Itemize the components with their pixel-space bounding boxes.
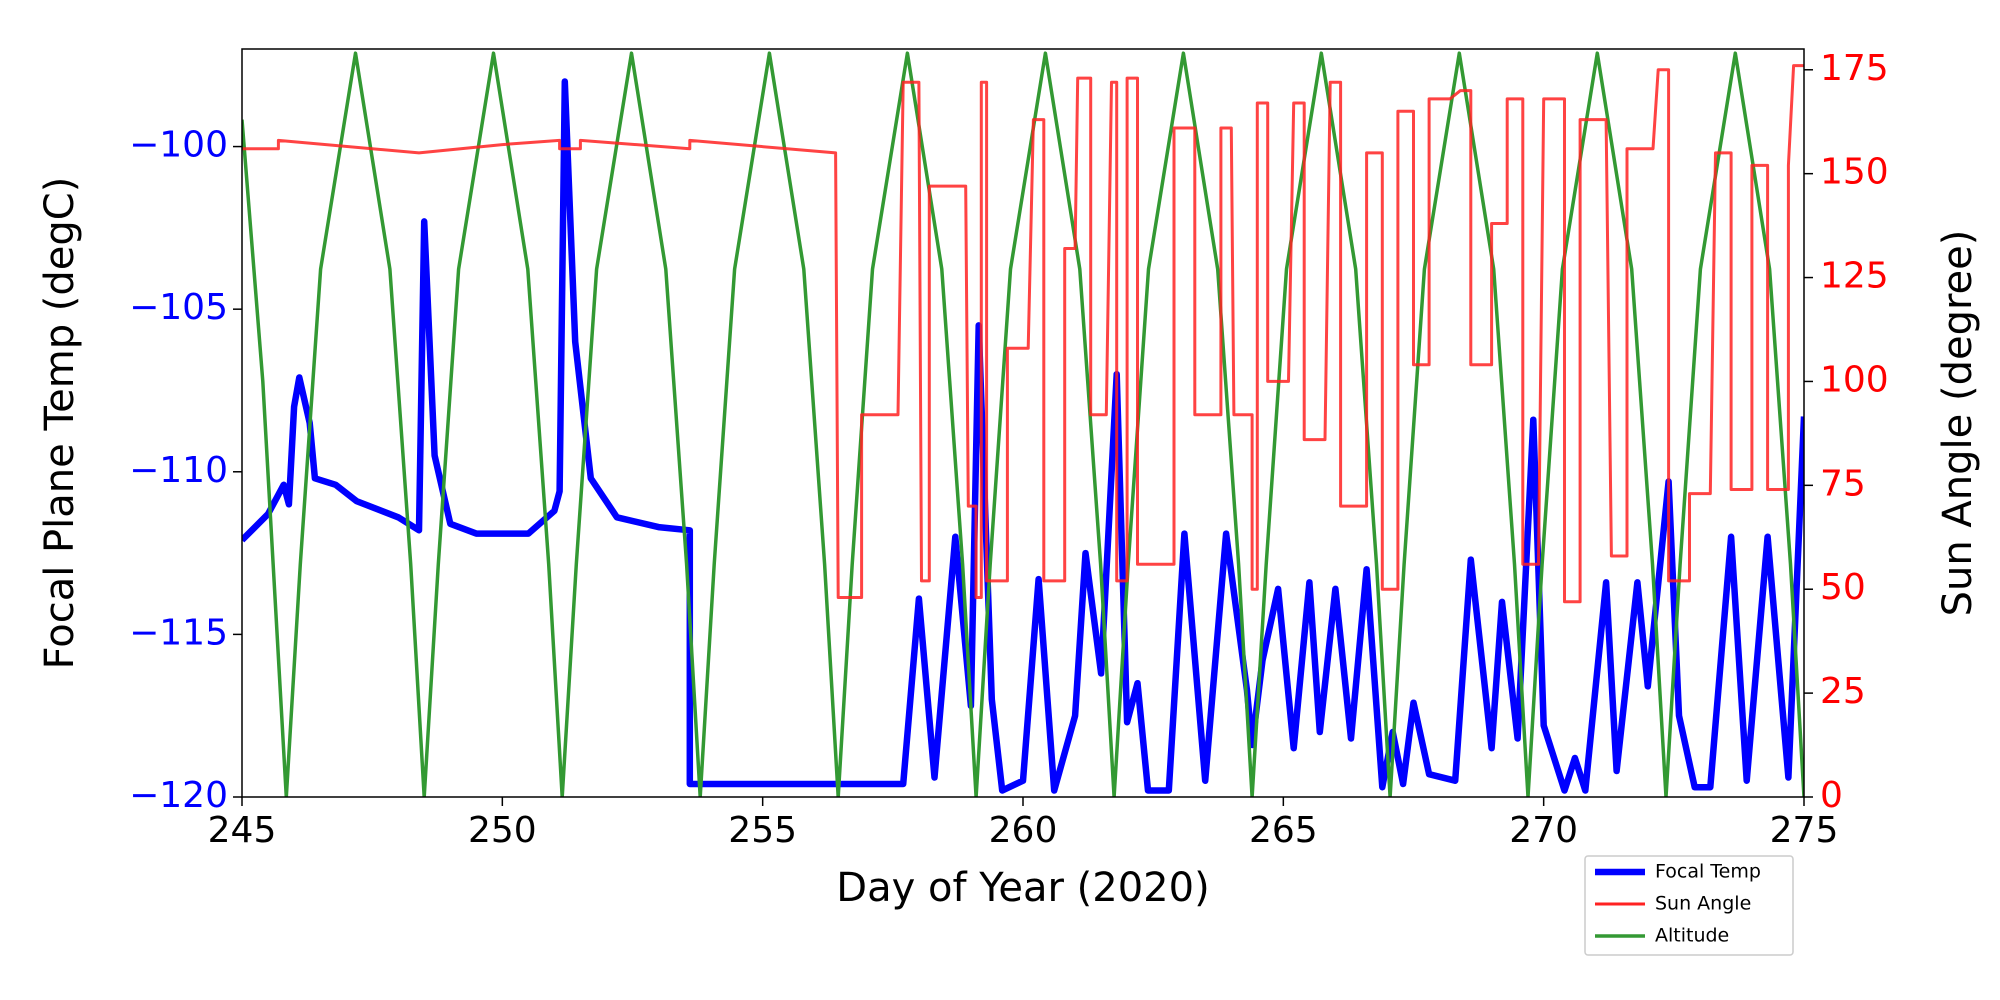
legend-label: Altitude [1655,925,1729,947]
series-line [242,78,1804,794]
x-tick-label: 265 [1249,810,1318,851]
legend-label: Sun Angle [1655,893,1751,915]
y-axis-label: Focal Plane Temp (degC) [37,177,83,670]
y2-tick-label: 150 [1820,152,1889,193]
y-tick-label: −105 [129,287,228,328]
x-tick-label: 270 [1509,810,1578,851]
x-tick-label: 260 [989,810,1058,851]
y-tick-label: −100 [129,125,228,166]
y2-tick-label: 50 [1820,567,1866,608]
y2-tick-label: 0 [1820,775,1843,816]
x-tick-label: 245 [208,810,277,851]
series-line [242,51,1804,797]
y-tick-label: −120 [129,775,228,816]
series-line [242,64,1804,604]
y2-tick-label: 175 [1820,48,1889,89]
x-tick-label: 250 [468,810,537,851]
x-axis-label: Day of Year (2020) [836,865,1209,911]
y-tick-label: −115 [129,612,228,653]
legend-box [1584,855,1794,956]
x-tick-label: 275 [1770,810,1839,851]
y2-axis-label: Sun Angle (degree) [1935,230,1981,617]
legend-label: Focal Temp [1655,861,1761,883]
y2-tick-label: 25 [1820,671,1866,712]
y2-tick-label: 75 [1820,463,1866,504]
y2-tick-label: 125 [1820,256,1889,297]
plot-frame [241,48,1805,798]
y-tick-label: −110 [129,450,228,491]
x-tick-label: 255 [728,810,797,851]
y2-tick-label: 100 [1820,359,1889,400]
